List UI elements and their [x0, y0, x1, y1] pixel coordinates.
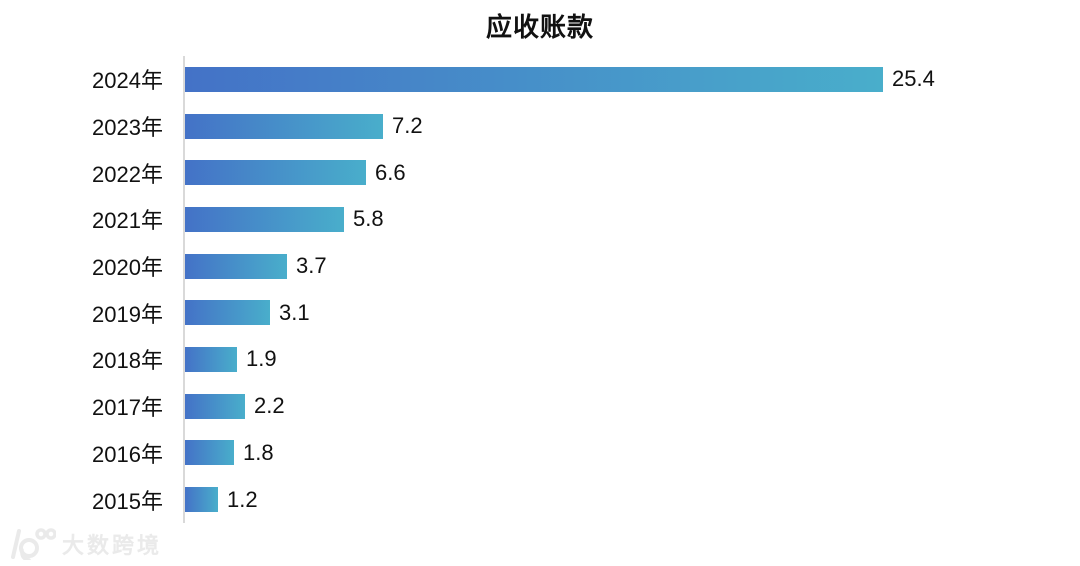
value-label: 3.1: [279, 299, 310, 325]
value-label: 5.8: [353, 206, 384, 232]
value-label: 1.8: [243, 439, 274, 465]
category-label: 2019年: [92, 301, 163, 327]
bar-row: 2021年 5.8: [0, 196, 1080, 243]
bar-row: 2019年 3.1: [0, 289, 1080, 337]
bar-area: 5.8: [183, 196, 1080, 243]
bar-area: 1.2: [183, 476, 1080, 523]
bar-row: 2020年 3.7: [0, 242, 1080, 290]
category-label: 2024年: [92, 68, 163, 94]
bar-area: 3.7: [183, 242, 1080, 290]
bar-row: 2016年 1.8: [0, 429, 1080, 477]
bar: [185, 440, 234, 466]
bar-row: 2017年 2.2: [0, 382, 1080, 430]
bar-area: 7.2: [183, 102, 1080, 150]
category-label: 2018年: [92, 348, 163, 374]
bar: [185, 346, 237, 372]
bar-row: 2022年 6.6: [0, 149, 1080, 197]
dashukuajing-logo-icon: [8, 526, 57, 565]
chart-title: 应收账款: [485, 12, 594, 42]
value-label: 2.2: [254, 393, 285, 419]
bar: [185, 113, 383, 139]
category-label: 2021年: [92, 208, 163, 234]
bar: [185, 66, 883, 92]
value-label: 3.7: [296, 253, 327, 279]
bar-area: 6.6: [183, 149, 1080, 197]
watermark: 大数跨境: [8, 526, 162, 565]
bar: [185, 487, 218, 513]
bar: [185, 393, 245, 419]
bar-row: 2024年 25.4: [0, 56, 1080, 103]
value-label: 1.2: [227, 486, 258, 512]
value-label: 1.9: [246, 346, 277, 372]
category-label: 2017年: [92, 395, 163, 421]
category-label: 2023年: [92, 115, 163, 141]
category-label: 2022年: [92, 161, 163, 187]
watermark-text: 大数跨境: [62, 532, 163, 558]
category-label: 2015年: [92, 488, 163, 514]
bar-area: 2.2: [183, 382, 1080, 430]
value-label: 7.2: [392, 113, 423, 139]
bar-area: 3.1: [183, 289, 1080, 337]
bar: [185, 300, 270, 326]
value-label: 6.6: [375, 159, 406, 185]
bar: [185, 253, 287, 279]
bar-area: 25.4: [183, 56, 1080, 103]
bar-row: 2018年 1.9: [0, 336, 1080, 383]
bar: [185, 206, 344, 232]
category-label: 2016年: [92, 441, 163, 467]
bar-row: 2023年 7.2: [0, 102, 1080, 150]
category-label: 2020年: [92, 255, 163, 281]
bar-area: 1.9: [183, 336, 1080, 383]
bar-area: 1.8: [183, 429, 1080, 477]
bar-chart: 2024年 25.4 2023年 7.2 2022年 6.6 2021年 5.8 2020年 3.…: [0, 56, 1080, 523]
value-label: 25.4: [892, 66, 935, 92]
bar: [185, 160, 366, 186]
bar-row: 2015年 1.2: [0, 476, 1080, 523]
